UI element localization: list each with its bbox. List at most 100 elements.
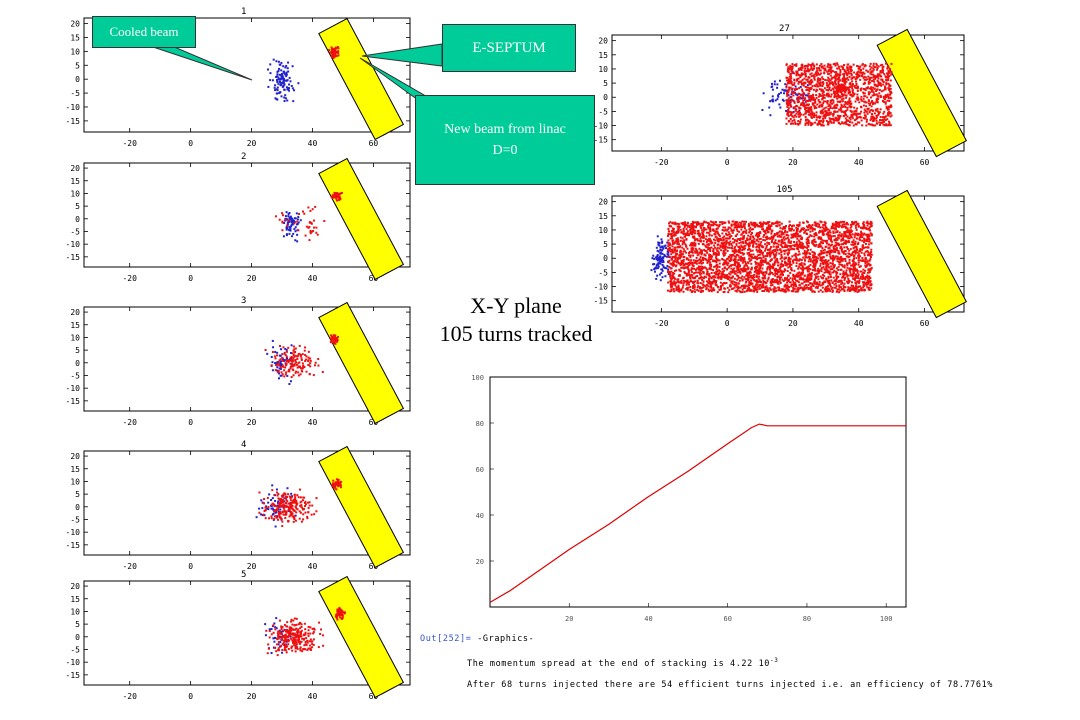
stacked-point [748,228,751,231]
new-beam-point [334,487,337,490]
stacked-point [828,88,831,91]
stacked-point [295,643,298,646]
cooled-point [288,76,291,79]
stacked-point [723,229,726,232]
stacked-point [278,218,281,221]
stacked-point [789,103,792,106]
stacked-point [813,73,816,76]
stacked-point [782,288,785,291]
cooled-point [658,241,661,244]
stacked-point [881,78,884,81]
stacked-point [809,98,812,101]
cooled-point [293,220,296,223]
stacked-point [842,73,845,76]
stacked-point [812,284,815,287]
stacked-point [728,259,731,262]
stacked-point [824,112,827,115]
new-beam-point [334,342,337,345]
stacked-point [820,88,823,91]
stacked-point [855,97,858,100]
cooled-point [286,99,289,102]
stacked-point [818,69,821,72]
stacked-point [787,99,790,102]
cooled-point [660,249,663,252]
stacked-point [841,259,844,262]
stacked-point [724,274,727,277]
stacked-point [273,504,276,507]
cooled-point [284,497,287,500]
x-tick-label: 0 [188,139,193,148]
stacked-point [806,286,809,289]
stacked-point [810,225,813,228]
cooled-point [281,651,284,654]
stacked-point [796,101,799,104]
stacked-point [838,108,841,111]
stacked-point [835,118,838,121]
stacked-point [857,222,860,225]
stacked-point [844,112,847,115]
stacked-point [811,123,814,126]
stacked-point [817,72,820,75]
stacked-point [304,643,307,646]
stacked-point [291,358,294,361]
stacked-point [845,96,848,99]
stacked-point [787,256,790,259]
stacked-point [309,632,312,635]
stacked-point [872,64,875,67]
stacked-point [761,225,764,228]
new-beam-point [331,56,334,59]
stacked-point [732,241,735,244]
stacked-point [837,268,840,271]
stacked-point [883,95,886,98]
stacked-point [827,76,830,79]
stacked-point [834,270,837,273]
stacked-point [810,67,813,70]
stacked-point [808,109,811,112]
stacked-point [801,101,804,104]
stacked-point [848,105,851,108]
stacked-point [858,74,861,77]
cooled-point [285,348,288,351]
cooled-point [278,91,281,94]
cooled-point [282,235,285,238]
stacked-point [667,242,670,245]
stacked-point [838,79,841,82]
cooled-point [275,60,278,63]
stacked-point [810,78,813,81]
stacked-point [848,116,851,119]
stacked-point [827,275,830,278]
stacked-point [746,279,749,282]
stacked-point [817,78,820,81]
stacked-point [857,75,860,78]
new-beam-point [337,608,340,611]
stacked-point [842,93,845,96]
stacked-point [687,262,690,265]
stacked-point [310,513,313,516]
cooled-point [658,261,661,264]
stacked-point [840,88,843,91]
stacked-point [303,637,306,640]
cooled-point [656,263,659,266]
stacked-point [848,90,851,93]
cooled-point [773,80,776,83]
stacked-point [756,288,759,291]
stacked-point [737,285,740,288]
y-tick-label: -15 [594,297,609,306]
stacked-point [854,268,857,271]
stacked-point [815,72,818,75]
stacked-point [875,85,878,88]
stacked-point [798,87,801,90]
stacked-point [864,250,867,253]
stacked-point [303,349,306,352]
stacked-point [826,70,829,73]
stacked-point [836,119,839,122]
stacked-point [868,91,871,94]
stacked-point [802,84,805,87]
stacked-point [869,68,872,71]
stacked-point [794,255,797,258]
stacked-point [798,258,801,261]
cooled-point [276,70,279,73]
new-beam-point [331,336,334,339]
stacked-point [711,288,714,291]
stacked-point [848,75,851,78]
